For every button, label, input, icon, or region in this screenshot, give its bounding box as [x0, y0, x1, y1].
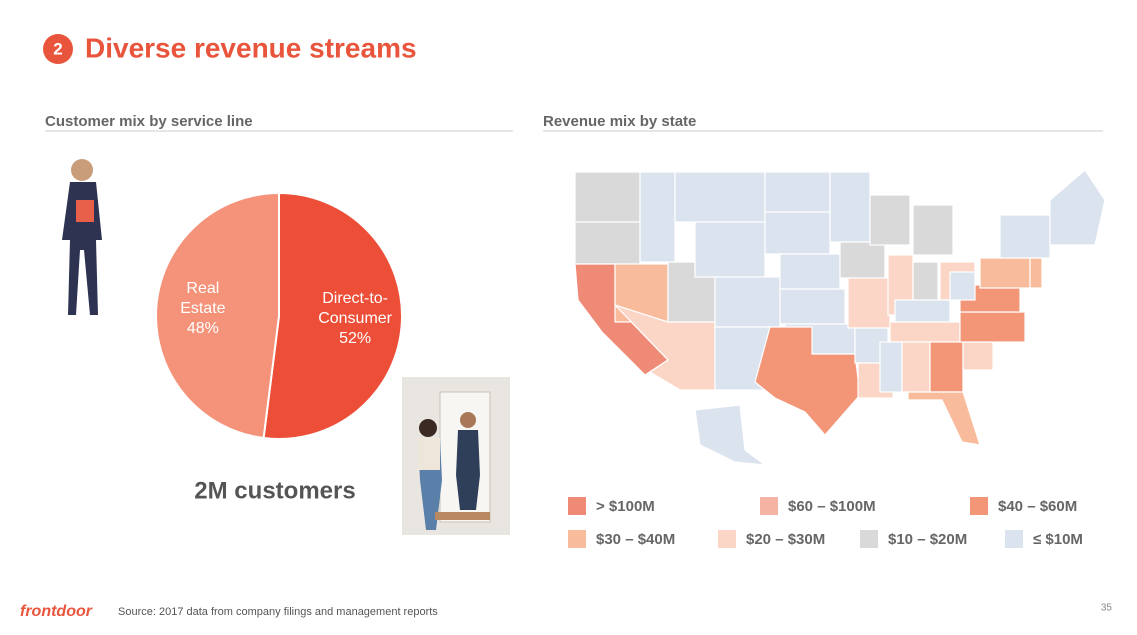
- slice-value: 48%: [186, 320, 219, 338]
- state: [949, 271, 976, 301]
- slice-label-box: Direct-to-Consumer 52%: [300, 289, 410, 349]
- state: [839, 241, 886, 279]
- state: [714, 276, 781, 328]
- state: [847, 277, 891, 329]
- logo: frontdoor: [20, 603, 93, 620]
- legend-swatch: [970, 497, 988, 515]
- state: [574, 221, 641, 265]
- state: [1049, 169, 1106, 246]
- state: [694, 404, 768, 466]
- state: [779, 253, 841, 290]
- pie-slice: [262, 191, 403, 440]
- pie-title: Customer mix by service line: [45, 113, 253, 130]
- state: [901, 341, 931, 393]
- state: [929, 341, 964, 393]
- state: [1029, 257, 1043, 289]
- slice-value: 52%: [339, 329, 372, 347]
- legend-label: $20 – $30M: [746, 531, 825, 548]
- legend-label: ≤ $10M: [1033, 531, 1083, 548]
- legend-label: $10 – $20M: [888, 531, 967, 548]
- us-map: [574, 169, 1106, 466]
- state: [674, 171, 766, 223]
- pie-slice: [155, 191, 280, 440]
- state: [779, 288, 846, 325]
- source-note: Source: 2017 data from company filings a…: [118, 606, 438, 618]
- page-number: 35: [1101, 603, 1113, 614]
- legend-label: $40 – $60M: [998, 498, 1077, 515]
- state: [959, 311, 1026, 343]
- section-number: 2: [53, 39, 62, 58]
- state: [979, 257, 1031, 289]
- legend-swatch: [760, 497, 778, 515]
- state: [912, 204, 954, 256]
- pie-annotation: 2M customers: [194, 477, 355, 504]
- state: [907, 391, 981, 446]
- state: [999, 214, 1051, 259]
- state: [639, 171, 676, 263]
- state: [574, 171, 641, 223]
- legend-label: $60 – $100M: [788, 498, 876, 515]
- state: [894, 299, 951, 323]
- legend-swatch: [568, 497, 586, 515]
- state: [754, 326, 861, 436]
- section-badge: [43, 34, 73, 64]
- state: [962, 341, 994, 371]
- photo-door: [402, 377, 510, 535]
- state: [694, 221, 766, 278]
- state: [829, 171, 871, 243]
- slice-category: Real Estate: [180, 280, 226, 318]
- state: [764, 211, 831, 255]
- slice-label-box: Real Estate 48%: [148, 279, 258, 339]
- legend-label: $30 – $40M: [596, 531, 675, 548]
- state: [889, 321, 961, 343]
- legend-swatch: [718, 530, 736, 548]
- map-title: Revenue mix by state: [543, 113, 696, 130]
- photo-woman: [62, 159, 102, 315]
- state: [879, 341, 903, 393]
- legend-swatch: [568, 530, 586, 548]
- legend-swatch: [860, 530, 878, 548]
- slice-category: Direct-to-Consumer: [318, 289, 393, 327]
- legend-label: > $100M: [596, 498, 655, 515]
- state: [869, 194, 911, 246]
- slide-title: Diverse revenue streams: [85, 32, 417, 63]
- state: [764, 171, 831, 213]
- legend-swatch: [1005, 530, 1023, 548]
